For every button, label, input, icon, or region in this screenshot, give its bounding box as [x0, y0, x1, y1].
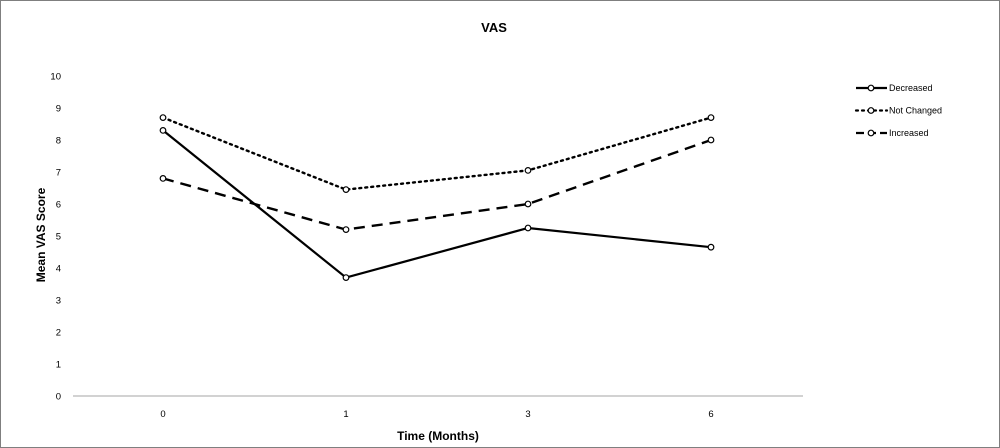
legend: Decreased Not Changed Increased: [854, 83, 942, 138]
y-tick-label: 3: [56, 296, 61, 307]
data-point: [159, 114, 167, 121]
chart-title: VAS: [481, 20, 507, 35]
y-tick-label: 2: [56, 328, 61, 339]
data-point: [342, 226, 350, 234]
y-axis-ticks: 0 1 2 3 4 5 6 7 8 9 10: [50, 72, 61, 403]
y-tick-label: 4: [56, 264, 61, 275]
x-axis-ticks: 0 1 3 6: [160, 409, 713, 420]
x-tick-label: 1: [343, 409, 348, 420]
x-axis-title: Time (Months): [397, 429, 479, 443]
legend-label: Not Changed: [889, 106, 942, 116]
legend-marker: [867, 84, 875, 92]
y-tick-label: 9: [56, 104, 61, 115]
y-tick-label: 10: [50, 72, 61, 83]
legend-item: Not Changed: [854, 106, 942, 116]
series-line: [162, 138, 712, 231]
series-line: [161, 116, 713, 191]
y-tick-label: 6: [56, 200, 61, 211]
data-point: [342, 186, 350, 194]
series-decreased: [159, 126, 715, 282]
y-axis-title: Mean VAS Score: [34, 187, 48, 282]
legend-label: Increased: [889, 128, 929, 138]
data-point: [524, 200, 532, 208]
legend-label: Decreased: [889, 83, 933, 93]
series-not-changed: [159, 114, 715, 194]
series-layer: [159, 114, 715, 282]
data-point: [159, 174, 167, 182]
data-point: [342, 274, 350, 282]
data-point: [159, 126, 167, 134]
x-tick-label: 0: [160, 409, 165, 420]
x-tick-label: 3: [525, 409, 530, 420]
series-line: [162, 129, 712, 279]
legend-item: Increased: [856, 128, 929, 138]
y-tick-label: 1: [56, 360, 61, 371]
x-tick-label: 6: [708, 409, 713, 420]
y-tick-label: 8: [56, 136, 61, 147]
y-tick-label: 5: [56, 232, 61, 243]
y-tick-label: 7: [56, 168, 61, 179]
data-point: [524, 224, 532, 232]
data-point: [707, 114, 715, 121]
legend-marker: [867, 129, 875, 137]
legend-item: Decreased: [856, 83, 933, 93]
legend-marker: [867, 107, 875, 114]
data-point: [707, 243, 715, 251]
y-tick-label: 0: [56, 392, 61, 403]
series-increased: [159, 136, 715, 234]
data-point: [707, 136, 715, 144]
data-point: [524, 166, 532, 174]
